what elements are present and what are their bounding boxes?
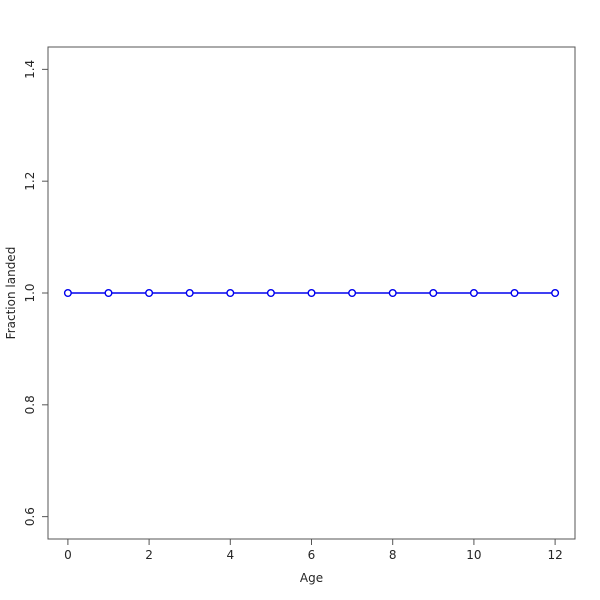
data-point-marker xyxy=(104,289,113,298)
data-point-marker xyxy=(185,289,194,298)
data-point-marker xyxy=(469,289,478,298)
x-axis-tick-label: 2 xyxy=(145,548,153,562)
data-point-marker xyxy=(510,289,519,298)
y-axis-tick-label: 1.4 xyxy=(23,60,37,79)
data-point-marker xyxy=(429,289,438,298)
data-point-marker xyxy=(307,289,316,298)
x-axis-tick-label: 10 xyxy=(466,548,481,562)
y-axis-tick-label: 1.2 xyxy=(23,172,37,191)
x-axis-tick-label: 12 xyxy=(547,548,562,562)
data-point-marker xyxy=(226,289,235,298)
data-point-marker xyxy=(63,289,72,298)
x-axis-label: Age xyxy=(300,571,323,585)
data-point-marker xyxy=(145,289,154,298)
y-axis-tick-label: 0.6 xyxy=(23,507,37,526)
data-point-marker xyxy=(388,289,397,298)
x-axis-tick-label: 8 xyxy=(389,548,397,562)
x-axis-tick-label: 6 xyxy=(308,548,316,562)
y-axis-label: Fraction landed xyxy=(4,247,18,340)
y-axis-tick-label: 1.0 xyxy=(23,283,37,302)
x-axis-tick-label: 0 xyxy=(64,548,72,562)
data-point-marker xyxy=(266,289,275,298)
x-axis-tick-label: 4 xyxy=(226,548,234,562)
data-point-marker xyxy=(348,289,357,298)
y-axis-tick-label: 0.8 xyxy=(23,395,37,414)
data-point-marker xyxy=(551,289,560,298)
